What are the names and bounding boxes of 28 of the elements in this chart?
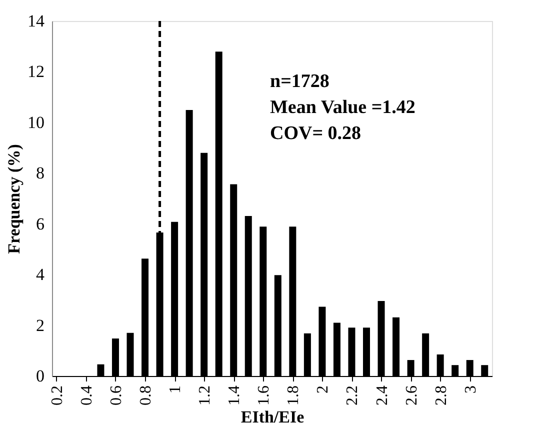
- y-tick-label: 10: [28, 112, 44, 132]
- x-tick-label: 0.2: [48, 386, 66, 406]
- annotation: Mean Value =1.42: [270, 97, 416, 118]
- x-tick-label: 2.4: [374, 386, 391, 406]
- y-axis-title: Frequency (%): [4, 144, 24, 254]
- y-tick-label: 12: [28, 62, 44, 82]
- y-tick-label: 14: [28, 12, 45, 30]
- x-tick-label: 2.8: [432, 386, 450, 406]
- annotation: n=1728: [270, 71, 330, 92]
- y-tick-label: 8: [36, 164, 44, 183]
- y-tick-label: 2: [36, 316, 44, 335]
- x-tick-label: 1.2: [196, 386, 214, 406]
- x-axis-title: EIth/EIe: [240, 408, 305, 426]
- x-tick-label: 0.4: [78, 386, 96, 406]
- y-tick-label: 0: [36, 366, 44, 386]
- x-tick-label: 2: [314, 386, 332, 394]
- y-tick-label: 4: [36, 265, 45, 284]
- x-tick-label: 0.8: [138, 386, 155, 406]
- x-tick-label: 0.6: [108, 386, 125, 406]
- x-tick-label: 1.4: [226, 386, 244, 406]
- annotation: COV= 0.28: [270, 123, 362, 144]
- x-tick-label: 1: [167, 386, 184, 394]
- x-tick-label: 1.8: [285, 386, 302, 406]
- x-tick-label: 1.6: [256, 386, 273, 406]
- x-tick-label: 3: [462, 386, 480, 394]
- x-tick-label: 2.2: [344, 386, 362, 406]
- y-tick-label: 6: [36, 214, 44, 234]
- x-tick-label: 2.6: [403, 386, 420, 406]
